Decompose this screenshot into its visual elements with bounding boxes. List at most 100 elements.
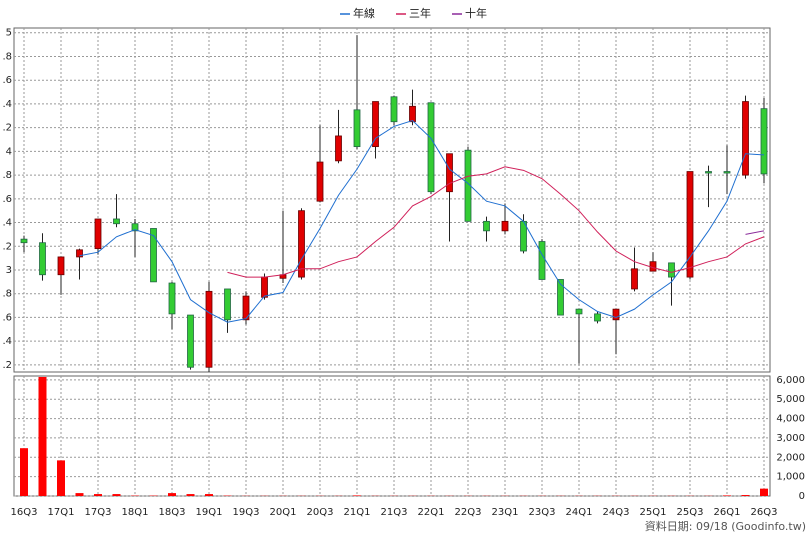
candle-body xyxy=(353,109,361,148)
x-tick-label: 21Q1 xyxy=(344,507,371,518)
candle-body xyxy=(242,295,250,321)
candle-body xyxy=(427,102,435,193)
x-tick-label: 17Q1 xyxy=(48,507,75,518)
volume-bar xyxy=(75,493,84,496)
candle-body xyxy=(742,101,749,176)
candle-body xyxy=(298,210,305,278)
legend-label: 三年 xyxy=(409,6,431,20)
y-tick-label: 5 xyxy=(6,28,12,39)
candle-body xyxy=(390,96,398,123)
x-tick-label: 20Q3 xyxy=(307,507,334,518)
x-tick-label: 21Q3 xyxy=(381,507,408,518)
x-tick-label: 22Q1 xyxy=(418,507,445,518)
candle-body xyxy=(261,276,268,298)
candle-body xyxy=(612,308,620,321)
y-tick-label: 4 xyxy=(6,146,12,157)
candle-body xyxy=(187,314,194,368)
candle-body xyxy=(483,220,490,232)
y2-tick-label: 0 xyxy=(799,491,805,502)
x-tick-label: 25Q3 xyxy=(677,507,704,518)
y2-tick-label: 6,000 xyxy=(776,375,805,386)
volume-bar xyxy=(94,494,102,496)
y-tick-label: 3 xyxy=(6,265,12,276)
candle-body xyxy=(686,171,694,278)
y-tick-label: .8 xyxy=(2,289,12,300)
x-tick-label: 19Q1 xyxy=(196,507,223,518)
x-tick-label: 24Q3 xyxy=(603,507,630,518)
candle-body xyxy=(538,241,546,280)
y2-tick-label: 5,000 xyxy=(776,394,805,405)
candle-body xyxy=(446,153,453,193)
candle-body xyxy=(224,288,231,321)
ma-line xyxy=(745,230,765,235)
x-tick-label: 18Q1 xyxy=(122,507,149,518)
candle-body xyxy=(372,101,379,148)
volume-bar xyxy=(205,494,213,496)
volume-bar xyxy=(38,376,47,496)
x-tick-label: 19Q3 xyxy=(233,507,260,518)
y-tick-label: .4 xyxy=(2,99,12,110)
candle-body xyxy=(57,256,65,276)
x-tick-label: 22Q3 xyxy=(455,507,482,518)
y-tick-label: .2 xyxy=(2,360,12,371)
volume-bar xyxy=(186,494,195,496)
ma-line xyxy=(79,119,765,323)
candle-body xyxy=(575,308,583,315)
y2-tick-label: 2,000 xyxy=(776,452,805,463)
y-tick-label: .6 xyxy=(2,75,12,86)
x-tick-label: 16Q3 xyxy=(11,507,38,518)
legend-label: 十年 xyxy=(465,6,487,20)
candle-body xyxy=(594,313,601,322)
y-tick-label: .4 xyxy=(2,218,12,229)
y-tick-label: .6 xyxy=(2,312,12,323)
volume-bar xyxy=(723,495,731,496)
candle-body xyxy=(94,218,102,250)
y-tick-label: .8 xyxy=(2,170,12,181)
y2-tick-label: 4,000 xyxy=(776,414,805,425)
candle-body xyxy=(557,279,564,316)
volume-bar xyxy=(353,495,361,496)
candle-body xyxy=(20,238,28,244)
candle-body xyxy=(168,282,176,315)
candle-body xyxy=(76,249,83,258)
footnote: 資料日期: 09/18 (Goodinfo.tw) xyxy=(645,519,806,533)
candle-body xyxy=(335,135,342,162)
y-tick-label: .8 xyxy=(2,51,12,62)
legend-label: 年線 xyxy=(353,6,375,20)
x-tick-label: 23Q3 xyxy=(529,507,556,518)
volume-bar xyxy=(168,493,176,496)
candle-body xyxy=(760,108,768,175)
candle-body xyxy=(113,218,120,225)
x-tick-label: 20Q1 xyxy=(270,507,297,518)
candle-body xyxy=(705,171,712,174)
y2-tick-label: 1,000 xyxy=(776,472,805,483)
volume-bar xyxy=(57,460,65,496)
x-tick-label: 25Q1 xyxy=(640,507,667,518)
candle-body xyxy=(409,105,416,123)
candle-body xyxy=(150,228,157,283)
volume-panel xyxy=(13,375,771,497)
price-panel xyxy=(13,27,771,373)
x-tick-label: 18Q3 xyxy=(159,507,186,518)
y-tick-label: .2 xyxy=(2,123,12,134)
candle-body xyxy=(39,242,46,276)
candle-body xyxy=(316,161,324,202)
ma-line xyxy=(227,166,765,278)
y-tick-label: .6 xyxy=(2,194,12,205)
candle-body xyxy=(501,220,509,232)
candle-body xyxy=(668,262,675,278)
volume-bar xyxy=(741,495,750,496)
candle-body xyxy=(205,290,213,368)
volume-bar xyxy=(760,488,768,496)
volume-bar xyxy=(20,448,28,496)
y2-tick-label: 3,000 xyxy=(776,433,805,444)
x-tick-label: 26Q1 xyxy=(714,507,741,518)
y-tick-label: .2 xyxy=(2,241,12,252)
volume-bar xyxy=(112,494,121,496)
x-tick-label: 23Q1 xyxy=(492,507,519,518)
x-tick-label: 24Q1 xyxy=(566,507,593,518)
x-tick-label: 17Q3 xyxy=(85,507,112,518)
candle-body xyxy=(631,268,638,290)
x-tick-label: 26Q3 xyxy=(751,507,778,518)
